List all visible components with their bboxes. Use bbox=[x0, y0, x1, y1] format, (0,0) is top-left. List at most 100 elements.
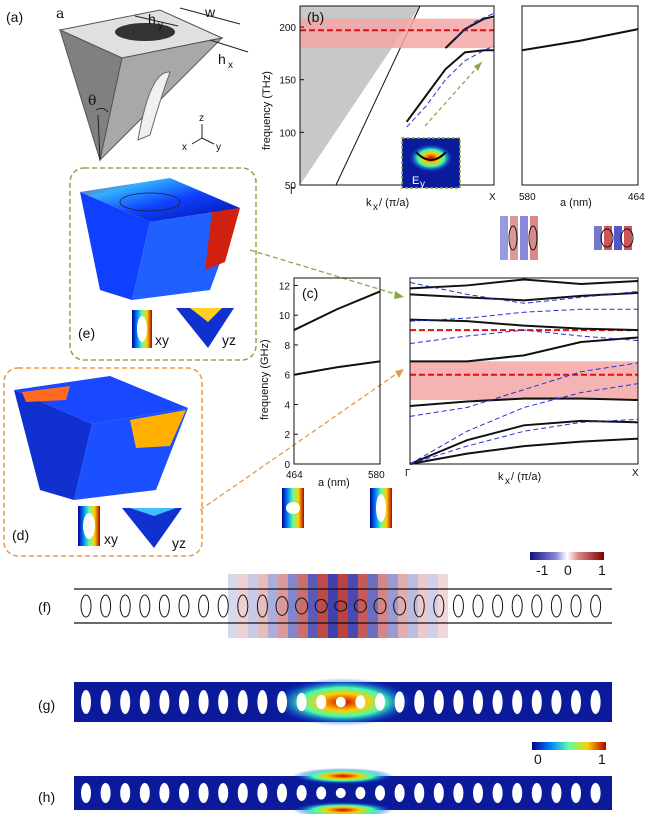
panel-c-left-xlabel: a (nm) bbox=[318, 477, 350, 489]
panel-h-cb-min: 0 bbox=[534, 751, 542, 767]
hole bbox=[453, 690, 464, 714]
hole bbox=[296, 785, 307, 801]
hole bbox=[452, 594, 464, 618]
hole bbox=[179, 783, 189, 803]
panel-c-ytick-3: 6 bbox=[284, 371, 290, 382]
panel-c-band-10 bbox=[409, 329, 639, 344]
lattice-a-symbol: a bbox=[56, 6, 64, 22]
hole bbox=[590, 690, 601, 714]
hole bbox=[296, 692, 307, 712]
hole bbox=[218, 690, 229, 714]
hole bbox=[257, 690, 268, 714]
hole bbox=[120, 783, 131, 803]
hole bbox=[473, 690, 483, 714]
panel-b-xlabel-k: k bbox=[366, 197, 372, 209]
field-stripe bbox=[338, 574, 348, 638]
panel-b-ytick-1: 100 bbox=[279, 128, 296, 139]
field-stripe bbox=[228, 574, 238, 638]
hole bbox=[551, 783, 562, 803]
hole bbox=[256, 594, 268, 618]
green-arrow-b bbox=[424, 61, 483, 127]
panel-c-ytick-2: 4 bbox=[284, 400, 290, 411]
field-stripe bbox=[328, 574, 338, 638]
panel-b-ytick-3: 200 bbox=[279, 23, 296, 34]
field-stripe bbox=[348, 574, 358, 638]
panel-c-ytick-4: 8 bbox=[284, 341, 290, 352]
unit-cell-464 bbox=[282, 488, 304, 528]
hole bbox=[334, 600, 348, 612]
orange-arrow-d bbox=[199, 369, 403, 511]
hole bbox=[139, 690, 150, 714]
hole bbox=[433, 783, 444, 803]
panel-c-left-frame bbox=[293, 277, 381, 465]
panel-b-band-0 bbox=[405, 49, 494, 123]
panel-f-colorbar bbox=[530, 552, 604, 560]
hole bbox=[80, 594, 92, 618]
panel-c-band-2 bbox=[409, 397, 639, 407]
hole bbox=[295, 597, 309, 615]
hole bbox=[414, 783, 425, 803]
panel-b-right-xlabel: a (nm) bbox=[560, 197, 592, 209]
hole bbox=[198, 594, 210, 618]
hole bbox=[218, 783, 229, 803]
panel-f-cb-mid: 0 bbox=[564, 562, 572, 578]
hole bbox=[472, 594, 484, 618]
panel-c-ylabel: frequency (GHz) bbox=[259, 339, 271, 420]
panel-c-xlabel-rest: / (π/a) bbox=[511, 471, 541, 483]
hole bbox=[531, 594, 543, 618]
hole bbox=[353, 599, 367, 613]
hole-hy-symbol: h bbox=[148, 11, 156, 27]
panel-a: (a) θ a w h y h x z x y bbox=[6, 4, 249, 162]
hole bbox=[373, 597, 387, 615]
panel-c-ytick-5: 10 bbox=[279, 311, 291, 322]
hole bbox=[355, 695, 366, 709]
unit-cell-580 bbox=[370, 488, 392, 528]
field-stripe bbox=[288, 574, 298, 638]
hole bbox=[355, 786, 366, 800]
panel-b-frame bbox=[299, 5, 495, 186]
hole bbox=[335, 696, 346, 708]
hole bbox=[571, 783, 581, 803]
panel-c-ytick-1: 2 bbox=[284, 430, 290, 441]
hole bbox=[179, 690, 189, 714]
hole bbox=[492, 690, 503, 714]
panel-c-xlabel-k: k bbox=[498, 471, 504, 483]
field-stripe bbox=[248, 574, 258, 638]
panel-c-tick-gamma: Γ bbox=[405, 468, 411, 479]
panel-c-band-0 bbox=[409, 437, 639, 465]
field-stripe bbox=[268, 574, 278, 638]
hole bbox=[473, 783, 483, 803]
mode-profile-580 bbox=[498, 216, 548, 260]
hole bbox=[81, 690, 91, 714]
hole-hx-sub: x bbox=[228, 60, 233, 71]
hole bbox=[316, 786, 327, 800]
hole bbox=[275, 596, 289, 616]
panel-g: (g) bbox=[38, 678, 612, 726]
panel-h-colorbar bbox=[532, 742, 606, 750]
panel-e-yz: yz bbox=[222, 332, 236, 348]
hole bbox=[316, 694, 327, 710]
field-stripe bbox=[278, 574, 288, 638]
field-stripe bbox=[398, 574, 408, 638]
hole bbox=[257, 783, 268, 803]
panel-c-band-6 bbox=[409, 278, 639, 290]
light-cone bbox=[300, 6, 420, 185]
hole bbox=[277, 783, 287, 803]
hole bbox=[100, 690, 111, 714]
panel-c-label: (c) bbox=[302, 285, 318, 301]
inset-E-label: E bbox=[412, 175, 419, 187]
field-stripe bbox=[378, 574, 388, 638]
panel-e: xy yz (e) bbox=[69, 167, 257, 361]
hole bbox=[159, 690, 170, 714]
hole bbox=[511, 594, 523, 618]
panel-h-label: (h) bbox=[38, 789, 55, 805]
panel-b-xlabel-sub: x bbox=[373, 202, 378, 213]
panel-c-left-tick-464: 464 bbox=[286, 470, 303, 481]
hole bbox=[139, 783, 150, 803]
hole-hx-symbol: h bbox=[218, 51, 226, 67]
mode-e-top bbox=[80, 178, 240, 222]
theta-symbol: θ bbox=[88, 93, 96, 109]
mode-d-left bbox=[14, 390, 92, 500]
panel-b-band-3 bbox=[454, 12, 495, 38]
